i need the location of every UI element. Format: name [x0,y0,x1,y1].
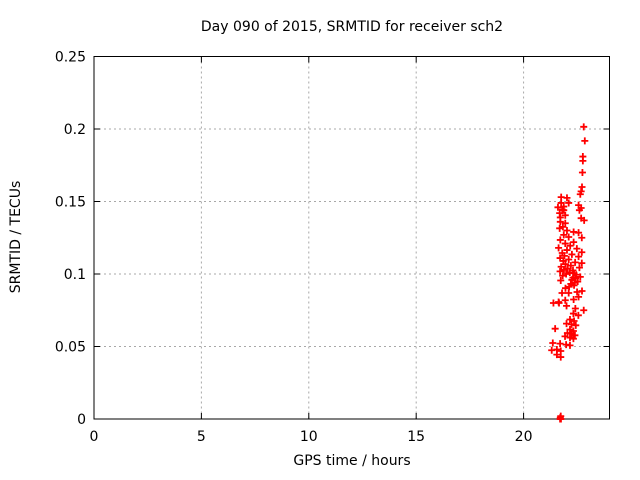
data-point-marker [576,190,584,198]
data-point-marker [561,260,569,268]
data-point-marker [565,283,573,291]
data-point-marker [557,412,565,420]
y-tick-label: 0.25 [55,50,86,66]
data-point-marker [578,234,586,242]
plot-border [93,56,610,420]
y-tick-label: 0.2 [64,122,86,138]
data-point-marker [549,339,557,347]
data-point-marker [561,211,569,219]
data-point-marker [568,250,576,258]
data-point-marker [574,311,582,319]
data-point-marker [575,264,583,272]
data-point-marker [570,238,578,246]
data-point-marker [567,320,575,328]
data-point-marker [566,341,574,349]
y-tick-label: 0.1 [64,267,86,283]
data-point-marker [563,194,571,202]
data-point-marker [576,273,584,281]
y-tick-label: 0.15 [55,195,86,211]
data-point-marker [563,302,571,310]
x-tick-label: 20 [515,429,533,445]
data-point-marker [572,321,580,329]
data-point-marker [555,299,563,307]
data-point-marker [563,246,571,254]
data-point-marker [553,351,561,359]
data-point-marker [555,244,563,252]
data-point-marker [575,229,583,237]
data-point-marker [569,335,577,343]
data-point-marker [578,169,586,176]
y-tick-label: 0.05 [55,340,86,356]
data-point-marker [564,264,572,272]
data-point-marker [560,266,568,274]
data-point-marker [575,293,583,301]
x-tick-label: 10 [300,429,318,445]
data-point-marker [557,199,565,207]
data-point-marker [566,334,574,342]
data-point-marker [558,289,566,297]
data-point-marker [556,340,564,348]
data-point-marker [571,258,579,266]
data-point-marker [570,281,578,289]
data-point-marker [551,325,559,333]
data-point-marker [560,231,568,239]
x-tick-label: 0 [90,429,99,445]
data-point-marker [556,218,564,226]
data-point-marker [565,289,573,297]
data-point-marker [565,199,573,207]
data-point-marker [565,233,573,241]
data-point-marker [578,287,586,295]
data-point-marker [579,157,587,165]
data-point-marker [560,252,568,260]
data-point-marker [561,219,569,227]
data-point-marker [561,332,569,340]
data-point-marker [566,242,574,250]
data-point-marker [580,216,588,224]
data-point-marker [565,256,573,263]
data-point-marker [548,346,556,354]
data-point-marker [556,224,564,232]
data-point-marker [573,288,581,296]
data-point-marker [575,201,583,209]
data-point-marker [573,245,581,253]
data-point-marker [560,206,568,214]
data-point-marker [557,277,565,285]
x-tick-label: 15 [407,429,425,445]
x-axis-label: GPS time / hours [293,453,411,469]
data-point-marker [561,240,569,248]
data-point-marker [563,227,571,234]
data-point-marker [566,316,574,324]
data-point-marker [556,267,564,275]
data-point-marker [571,305,579,313]
data-point-marker [578,248,586,256]
data-point-marker [575,253,583,261]
chart-title: Day 090 of 2015, SRMTID for receiver sch… [200,19,504,35]
x-tick-label: 5 [197,429,206,445]
data-point-marker [557,353,565,361]
data-point-marker [557,347,565,355]
data-point-marker [581,137,589,145]
data-point-marker [559,272,567,280]
data-point-marker [570,296,578,304]
data-point-marker [556,236,564,244]
y-tick-label: 0 [77,412,86,428]
data-point-marker [561,296,569,304]
data-point-marker [580,123,588,131]
data-point-marker [580,306,588,314]
data-point-marker [578,259,586,267]
data-point-marker [569,310,577,318]
data-point-marker [561,284,569,292]
